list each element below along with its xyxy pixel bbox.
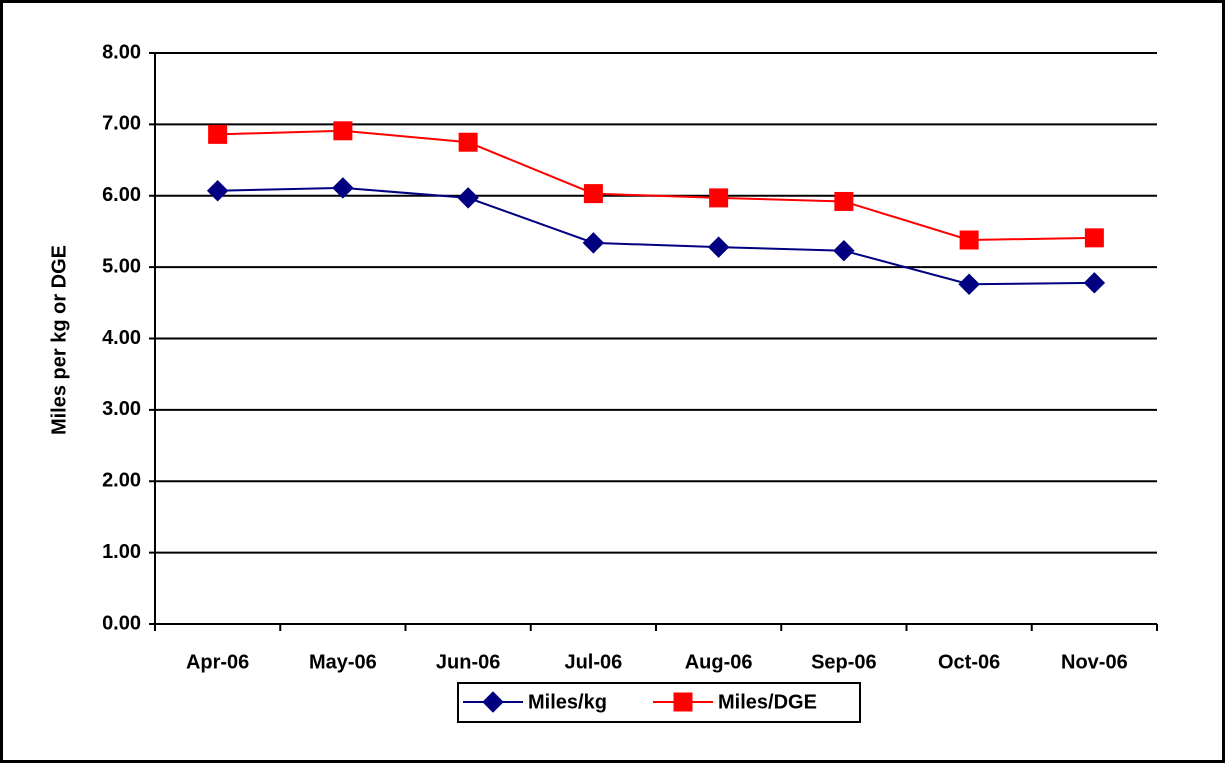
y-tick-label: 6.00 (102, 184, 141, 206)
y-tick-label: 8.00 (102, 41, 141, 63)
data-point (709, 188, 729, 208)
legend-label: Miles/kg (528, 691, 607, 713)
y-tick-label: 3.00 (102, 398, 141, 420)
data-point (1083, 272, 1106, 294)
y-tick-label: 5.00 (102, 255, 141, 277)
data-point (958, 273, 980, 295)
data-point (833, 240, 855, 262)
data-point (583, 184, 603, 204)
data-point (332, 177, 354, 199)
data-point (206, 180, 229, 202)
y-tick-label: 1.00 (102, 541, 141, 563)
data-point (333, 121, 353, 141)
y-axis-label: Miles per kg or DGE (48, 245, 70, 435)
x-tick-label: Jun-06 (436, 651, 500, 673)
data-point (1084, 228, 1104, 248)
data-point (707, 236, 730, 258)
legend-marker (673, 692, 693, 712)
y-tick-label: 2.00 (102, 470, 141, 492)
data-point (582, 232, 605, 254)
series-line (217, 186, 1095, 286)
data-point (458, 132, 478, 152)
x-tick-label: Sep-06 (811, 651, 877, 673)
data-point (208, 124, 228, 144)
legend-label: Miles/DGE (718, 691, 817, 713)
x-tick-label: Oct-06 (938, 651, 1000, 673)
x-tick-label: May-06 (309, 651, 377, 673)
y-tick-label: 0.00 (102, 612, 141, 634)
data-point (959, 230, 979, 250)
x-tick-label: Aug-06 (685, 651, 753, 673)
x-tick-label: Nov-06 (1061, 651, 1128, 673)
y-tick-label: 7.00 (102, 113, 141, 135)
series-line (217, 129, 1095, 242)
y-tick-label: 4.00 (102, 327, 141, 349)
data-point (457, 187, 479, 209)
data-point (834, 191, 854, 211)
x-tick-label: Jul-06 (564, 651, 622, 673)
legend-marker (482, 691, 504, 713)
x-tick-label: Apr-06 (186, 651, 249, 673)
